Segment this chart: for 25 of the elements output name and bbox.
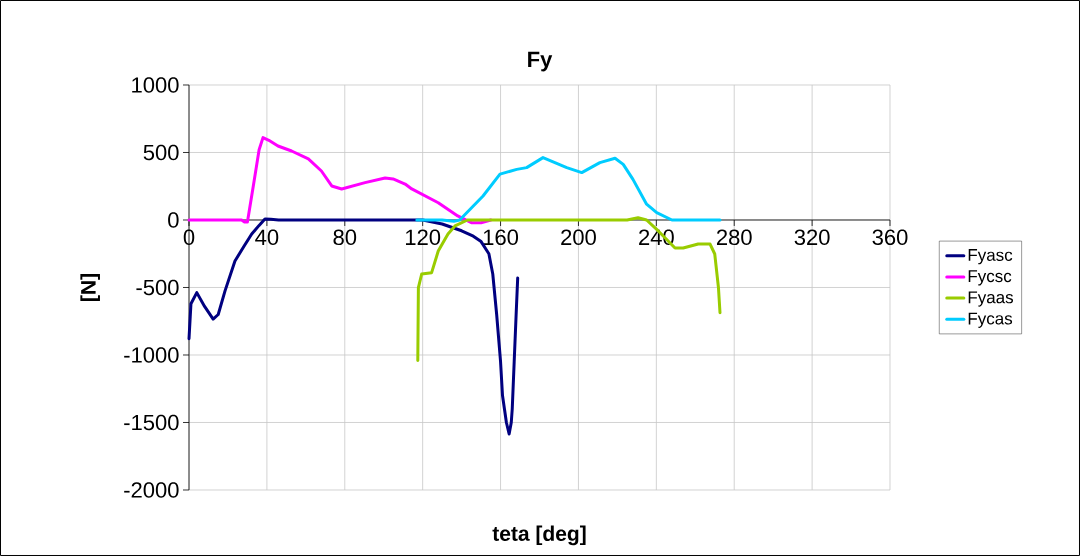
x-tick-label: 40 xyxy=(255,229,279,246)
line-series xyxy=(415,156,722,223)
line-series xyxy=(187,136,493,225)
y-tick-label: -1000 xyxy=(124,347,179,363)
y-tick-label: 1000 xyxy=(132,77,179,93)
x-tick-label: 280 xyxy=(716,229,752,246)
y-tick-label: -1500 xyxy=(124,414,179,431)
y-tick-label: -2000 xyxy=(124,482,179,498)
legend-label: Fycsc xyxy=(968,270,1012,286)
x-tick-label: 120 xyxy=(406,229,441,246)
x-tick-label: 0 xyxy=(183,229,195,246)
chart-title: Fy xyxy=(528,51,553,72)
y-tick-label: 500 xyxy=(143,144,179,161)
x-tick-label: 320 xyxy=(794,229,830,246)
x-tick-label: 200 xyxy=(561,229,596,246)
y-tick-label: 0 xyxy=(168,212,179,228)
x-tick-label: 160 xyxy=(483,229,519,246)
x-axis-title: teta [deg] xyxy=(492,525,586,546)
legend-label: Fyasc xyxy=(968,249,1013,265)
x-tick-label: 360 xyxy=(872,229,908,246)
legend-label: Fyaas xyxy=(968,291,1014,307)
x-tick-label: 80 xyxy=(333,229,357,246)
y-tick-label: -500 xyxy=(136,279,179,296)
legend-label: Fycas xyxy=(968,312,1013,328)
y-axis-title: [N] xyxy=(80,274,100,301)
